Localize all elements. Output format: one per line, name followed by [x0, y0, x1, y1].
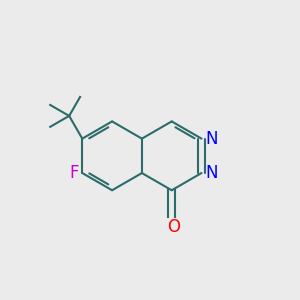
Text: N: N	[205, 164, 218, 182]
Text: N: N	[205, 130, 218, 148]
Text: F: F	[69, 164, 79, 182]
Text: O: O	[167, 218, 180, 236]
